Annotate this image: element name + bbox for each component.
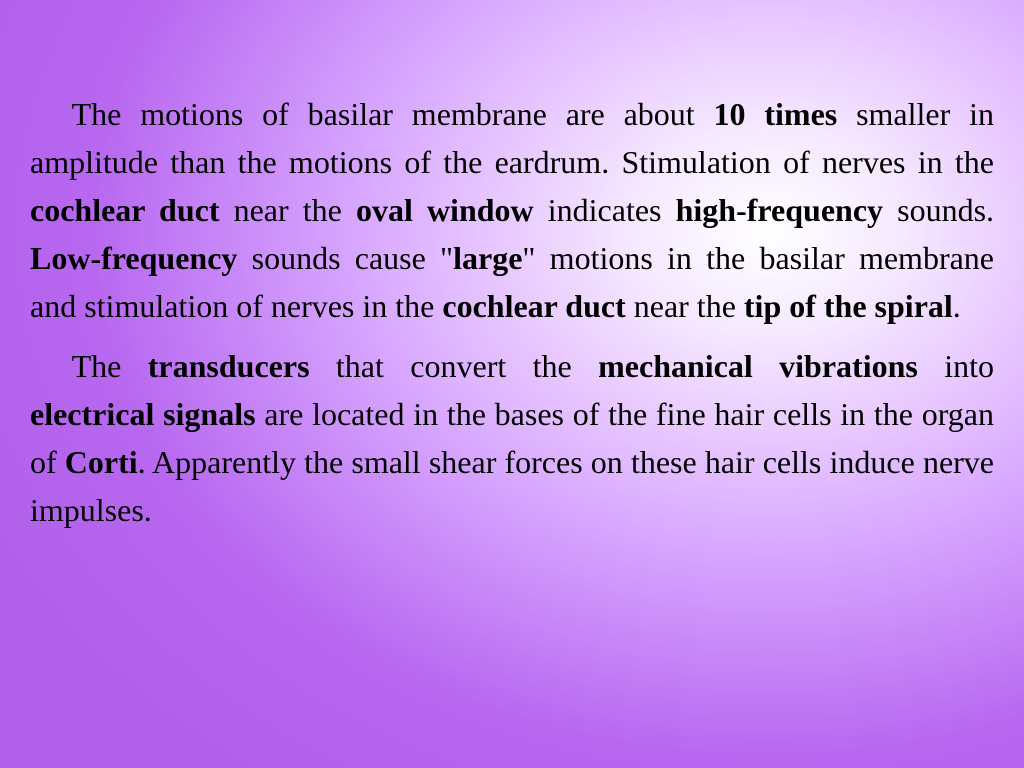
body-text: sounds cause "	[237, 240, 453, 276]
body-text: The motions of basilar membrane are abou…	[72, 96, 714, 132]
bold-text: cochlear duct	[442, 288, 625, 324]
bold-text: mechanical vibrations	[598, 348, 918, 384]
body-text: . Apparently the small shear forces on t…	[30, 444, 994, 528]
bold-text: Low-frequency	[30, 240, 237, 276]
bold-text: electrical signals	[30, 396, 256, 432]
body-text: near the	[219, 192, 355, 228]
bold-text: high-frequency	[676, 192, 883, 228]
body-text: near the	[626, 288, 744, 324]
body-text: that convert the	[310, 348, 599, 384]
paragraph-1: The motions of basilar membrane are abou…	[30, 90, 994, 330]
body-text: sounds.	[883, 192, 994, 228]
bold-text: large	[453, 240, 522, 276]
bold-text: oval window	[356, 192, 534, 228]
bold-text: tip of the spiral	[744, 288, 953, 324]
slide-content: The motions of basilar membrane are abou…	[0, 0, 1024, 768]
body-text: into	[918, 348, 994, 384]
body-text: indicates	[534, 192, 676, 228]
bold-text: cochlear duct	[30, 192, 219, 228]
paragraph-2: The transducers that convert the mechani…	[30, 342, 994, 534]
bold-text: Corti	[65, 444, 138, 480]
body-text: .	[953, 288, 961, 324]
body-text: The	[72, 348, 148, 384]
bold-text: transducers	[148, 348, 310, 384]
bold-text: 10 times	[714, 96, 838, 132]
